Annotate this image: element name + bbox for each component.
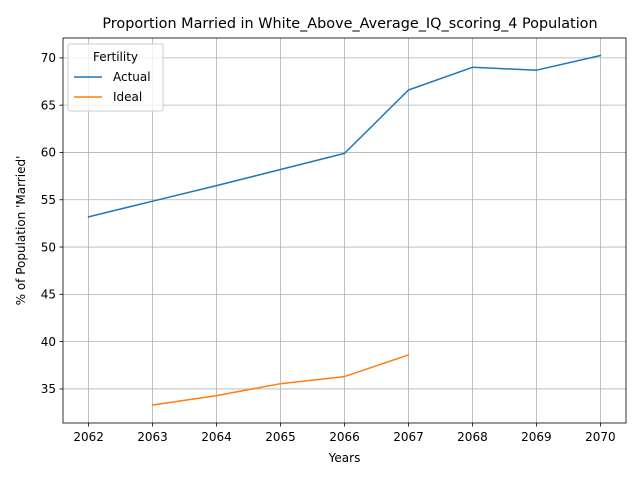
y-tick-label: 60 <box>41 146 56 160</box>
y-axis: 35 40 45 50 55 60 65 70 <box>41 51 63 396</box>
x-tick-label: 2066 <box>329 430 360 444</box>
x-axis-label: Years <box>328 451 361 465</box>
legend: Fertility Actual Ideal <box>67 43 164 112</box>
legend-box <box>67 43 164 112</box>
y-tick-label: 45 <box>41 288 56 302</box>
y-tick-label: 50 <box>41 240 56 254</box>
legend-label-ideal: Ideal <box>113 90 142 104</box>
y-tick-label: 55 <box>41 193 56 207</box>
x-axis: 2062 2063 2064 2065 2066 2067 2068 2069 2070 <box>73 423 616 444</box>
x-tick-label: 2067 <box>393 430 424 444</box>
legend-title: Fertility <box>93 50 138 64</box>
legend-label-actual: Actual <box>113 70 151 84</box>
y-tick-label: 40 <box>41 335 56 349</box>
y-tick-label: 65 <box>41 98 56 112</box>
y-axis-label: % of Population 'Married' <box>14 156 28 306</box>
series-line-ideal <box>151 353 410 406</box>
x-tick-label: 2070 <box>585 430 616 444</box>
y-tick-label: 70 <box>41 51 56 65</box>
series-line-actual <box>87 54 602 218</box>
x-tick-label: 2062 <box>73 430 104 444</box>
x-tick-label: 2063 <box>137 430 168 444</box>
x-tick-label: 2065 <box>265 430 296 444</box>
series-lines <box>87 54 602 406</box>
x-tick-label: 2069 <box>521 430 552 444</box>
x-tick-label: 2064 <box>201 430 232 444</box>
x-tick-label: 2068 <box>457 430 488 444</box>
chart-title: Proportion Married in White_Above_Averag… <box>102 16 597 32</box>
y-tick-label: 35 <box>41 382 56 396</box>
